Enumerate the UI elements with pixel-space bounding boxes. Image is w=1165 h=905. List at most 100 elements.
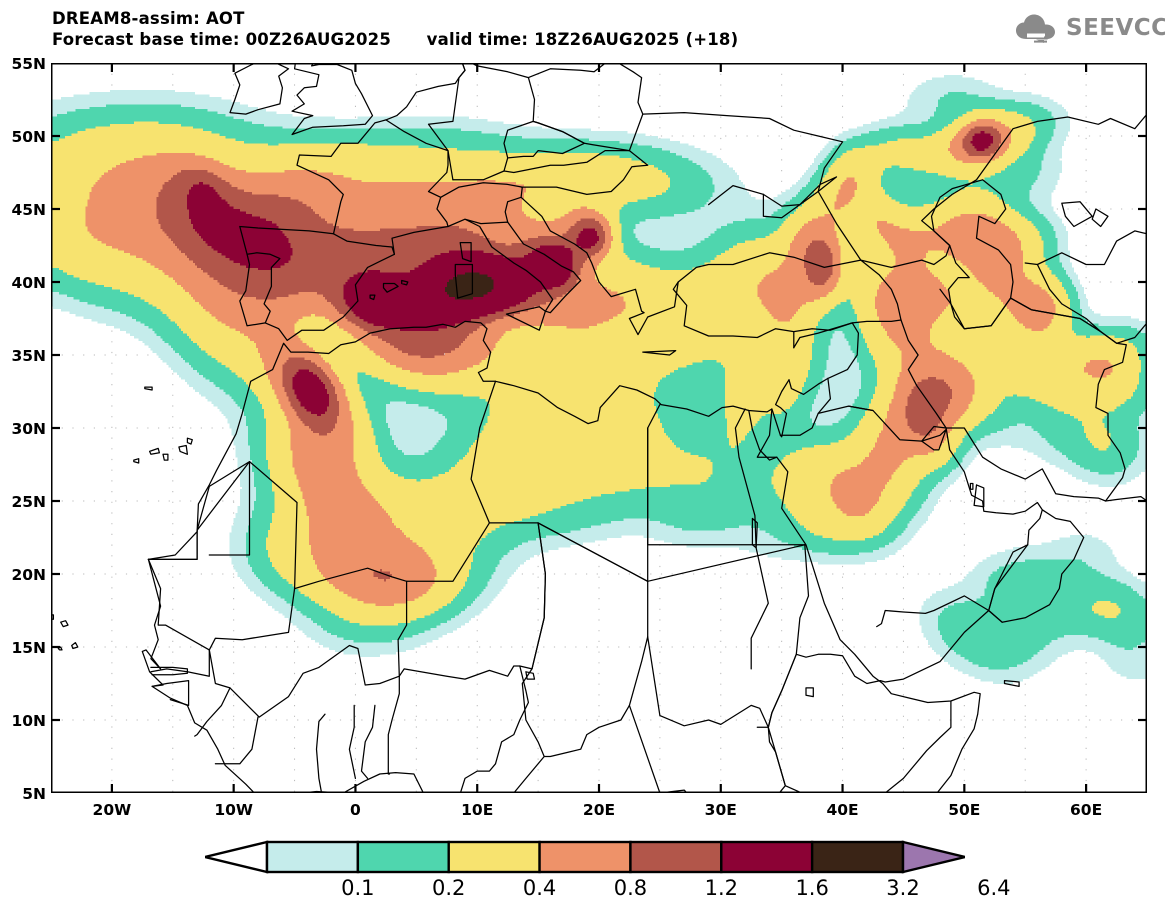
geo-balearic2: [401, 279, 409, 286]
y-tick-50N: 50N: [11, 128, 46, 146]
x-tick-0: 0: [350, 801, 361, 819]
geo-france: [296, 119, 449, 255]
geo-chad-cam: [512, 755, 545, 793]
y-tick-45N: 45N: [11, 201, 46, 219]
colorbar-under-arrow: [205, 840, 269, 874]
colorbar-label-0.4: 0.4: [522, 876, 557, 900]
geo-egypt-sudan: [647, 544, 806, 582]
geo-iran-border-n: [939, 288, 1127, 502]
x-tick-30E: 30E: [704, 801, 737, 819]
geo-africa-nw-coast: [147, 320, 773, 561]
geo-balearic3: [369, 294, 376, 301]
geo-canary3: [162, 453, 169, 461]
geo-iraq-iran: [900, 319, 947, 429]
geo-guinea-sl: [194, 687, 231, 737]
geo-corsica: [459, 241, 472, 263]
geo-gbissau: [151, 679, 190, 707]
geo-bahrain: [969, 482, 974, 490]
geo-liberia: [214, 716, 259, 765]
geo-lake-nasser: [751, 517, 758, 549]
geo-socotra: [1003, 679, 1020, 688]
y-tick-30N: 30N: [11, 420, 46, 438]
geo-benin-togo: [360, 704, 376, 780]
y-tick-5N: 5N: [22, 785, 46, 803]
geo-nigeria: [459, 665, 530, 793]
colorbar-label-3.2: 3.2: [886, 876, 920, 900]
geo-lake-chad: [525, 671, 536, 680]
geo-saudi-uae-oman: [988, 544, 1029, 612]
coastlines-and-borders: [51, 63, 1147, 793]
geo-ru-kaz: [860, 113, 1147, 269]
geo-yemen-oman: [988, 609, 1003, 623]
forecast-time-line: Forecast base time: 00Z26AUG2025 valid t…: [52, 30, 739, 49]
page-title: DREAM8-assim: AOT: [52, 9, 245, 28]
geo-cz-border: [503, 120, 586, 172]
geo-sudan-ethiopia: [795, 544, 881, 685]
colorbar: 0.1 0.2 0.4 0.8 1.2 1.6 3.2 6.4: [205, 840, 1011, 902]
colorbar-swatch-3: [538, 840, 632, 874]
geo-sicily: [505, 306, 547, 331]
geo-aral: [1061, 201, 1093, 228]
colorbar-swatch-1: [356, 840, 450, 874]
geo-eu-borders: [452, 149, 649, 196]
colorbar-label-1.2: 1.2: [704, 876, 738, 900]
geo-kenya-uganda: [628, 704, 786, 793]
y-tick-40N: 40N: [11, 274, 46, 292]
geo-iberia: [239, 225, 396, 342]
geo-aral2: [1091, 208, 1109, 228]
geo-oman-coast: [988, 509, 1085, 623]
y-tick-55N: 55N: [11, 55, 46, 73]
colorbar-label-0.8: 0.8: [613, 876, 648, 900]
geo-red-sea-west: [756, 408, 981, 793]
geo-portugal-border: [246, 252, 281, 324]
geo-egypt-east: [748, 409, 778, 461]
geo-central-asia: [1024, 230, 1147, 266]
colorbar-swatch-4: [629, 840, 723, 874]
geo-gambia: [150, 666, 189, 676]
geo-sudan-s: [647, 636, 769, 728]
geo-ivory-coast: [315, 713, 326, 793]
logo-text: SEEVCCC: [1066, 15, 1165, 41]
geo-africa-north-coast: [141, 558, 425, 793]
geo-canary2: [148, 447, 161, 455]
map-header: DREAM8-assim: AOT Forecast base time: 00…: [52, 8, 738, 50]
y-tick-20N: 20N: [11, 566, 46, 584]
geo-crete: [642, 349, 677, 356]
geo-caspian: [930, 179, 1014, 330]
map-plot-area: [51, 63, 1147, 793]
y-tick-15N: 15N: [11, 639, 46, 657]
geo-ireland: [229, 63, 290, 115]
y-tick-25N: 25N: [11, 493, 46, 511]
seevccc-logo: SEEVCCC: [1014, 12, 1165, 48]
colorbar-swatch-5: [720, 840, 814, 874]
geo-libya-west: [470, 380, 497, 524]
x-tick-10W: 10W: [214, 801, 253, 819]
colorbar-label-0.2: 0.2: [432, 876, 466, 900]
colorbar-label-0.1: 0.1: [341, 876, 375, 900]
colorbar-swatch-0: [265, 840, 360, 874]
geo-nile: [734, 408, 769, 670]
x-tick-20W: 20W: [92, 801, 132, 819]
axis-ticks: [51, 63, 1147, 793]
geo-cape-verde3: [71, 641, 79, 650]
y-tick-35N: 35N: [11, 347, 46, 365]
cloud-icon: [1016, 14, 1055, 43]
geo-greece-turkey: [672, 281, 795, 349]
geo-ghana: [348, 704, 357, 780]
geo-mali-niger: [208, 567, 408, 718]
geo-balkans: [520, 196, 862, 336]
geo-canary4: [178, 444, 189, 455]
x-tick-10E: 10E: [461, 801, 494, 819]
geo-madeira: [144, 386, 153, 391]
geo-chad-sudan: [521, 522, 649, 758]
geo-canary1: [133, 458, 140, 464]
geo-black-sea-n: [707, 184, 862, 261]
geo-saudi-yemen: [876, 595, 990, 628]
geo-canary5: [186, 437, 193, 445]
colorbar-label-1.6: 1.6: [795, 876, 829, 900]
x-tick-50E: 50E: [948, 801, 981, 819]
geo-uz-border: [1036, 263, 1147, 344]
geo-kuwait: [921, 428, 947, 451]
geo-jordan-saudi: [779, 377, 832, 436]
